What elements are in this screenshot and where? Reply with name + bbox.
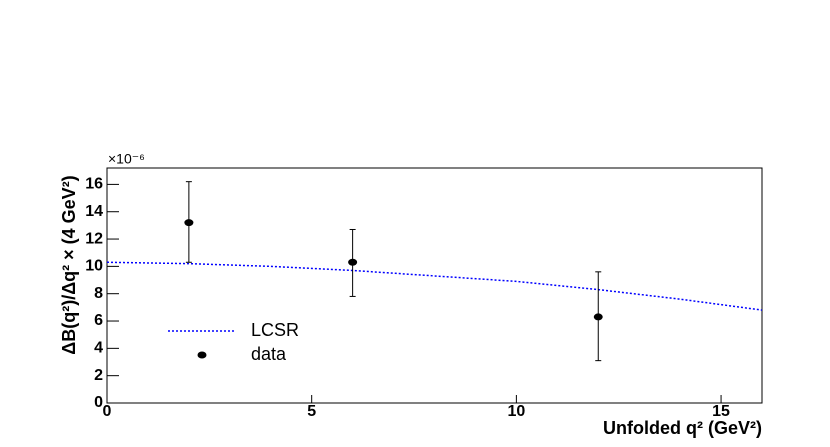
legend-label: data [251,344,287,364]
x-tick-label: 10 [507,403,525,420]
y-tick-label: 16 [85,176,103,193]
y-tick-label: 6 [94,312,103,329]
legend-label: LCSR [251,320,299,340]
y-tick-label: 4 [94,340,103,357]
x-tick-label: 15 [712,403,730,420]
data-point [348,258,358,266]
y-tick-label: 0 [94,394,103,411]
legend-marker [197,351,207,359]
lcsr-line [106,261,763,311]
y-axis-title: ΔB(q²)/Δq² × (4 GeV²) [59,175,79,354]
x-tick-label: 5 [307,403,316,420]
y-multiplier: ×10⁻⁶ [108,151,145,167]
data-point [184,219,194,227]
y-tick-label: 14 [85,203,103,220]
y-tick-label: 10 [85,258,103,275]
plot-frame [106,167,763,404]
data-point [593,313,603,321]
y-tick-label: 2 [94,367,103,384]
y-tick-label: 12 [85,230,103,247]
x-axis-title: Unfolded q² (GeV²) [603,418,762,438]
x-tick-label: 0 [103,403,112,420]
y-tick-label: 8 [94,285,103,302]
